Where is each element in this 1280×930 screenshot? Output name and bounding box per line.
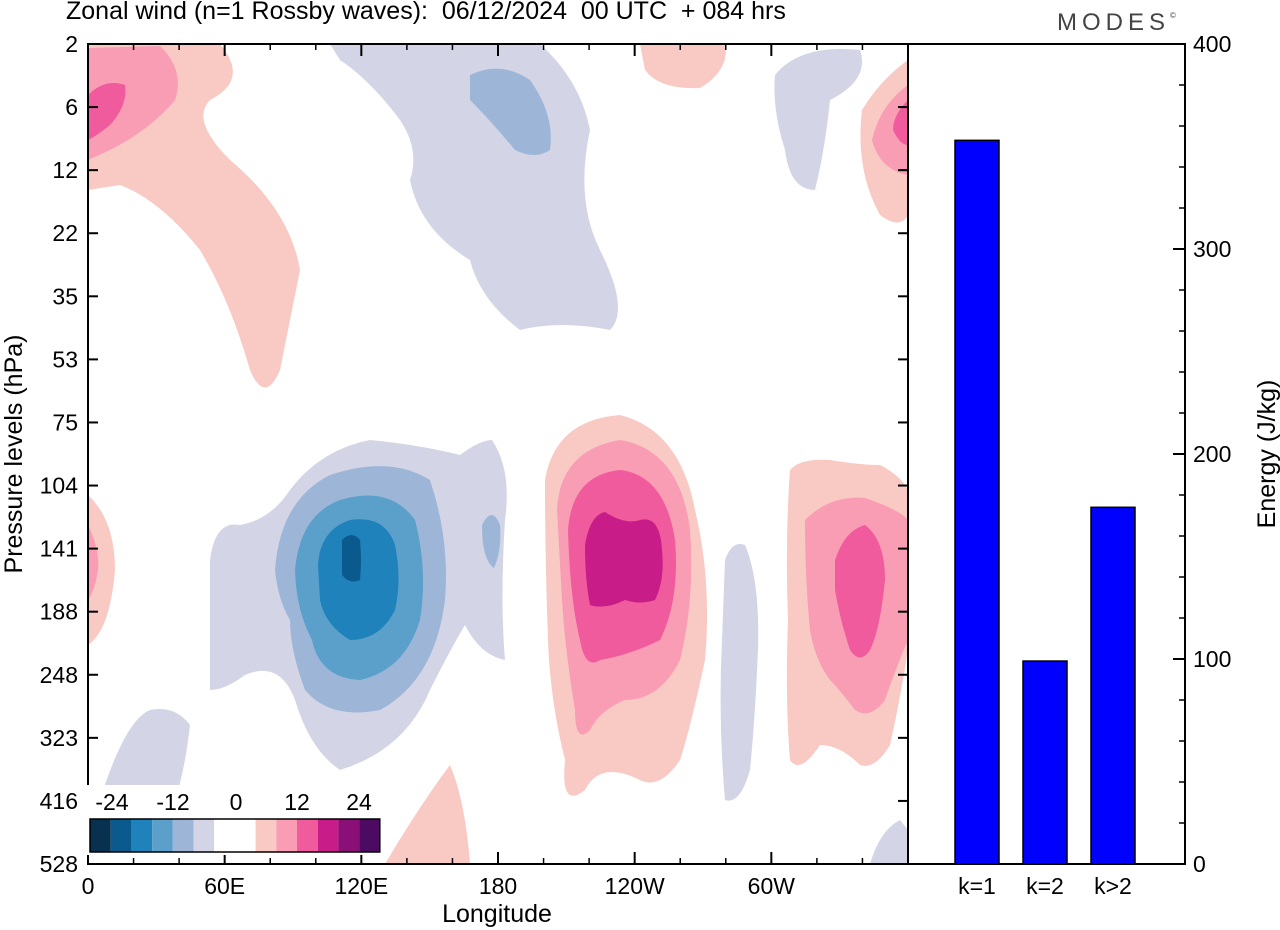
- colorbar-swatch: [317, 819, 339, 852]
- chart-title: Zonal wind (n=1 Rossby waves): 06/12/202…: [66, 0, 786, 25]
- pressure-tick-label: 528: [40, 851, 78, 877]
- longitude-tick-label: 180: [479, 873, 517, 899]
- energy-tick-label: 0: [1193, 851, 1206, 877]
- energy-axis-title: Energy (J/kg): [1253, 380, 1280, 529]
- contour-small-neg-175e: [482, 515, 501, 568]
- pressure-tick-label: 104: [40, 473, 79, 499]
- pressure-tick-label: 248: [40, 662, 78, 688]
- pressure-tick-label: 35: [52, 283, 78, 309]
- energy-bar: [1090, 506, 1136, 865]
- longitude-axis: 0 60E 120E 180 120W 60W: [82, 44, 864, 899]
- pressure-tick-label: 188: [40, 599, 78, 625]
- colorbar-swatch: [338, 819, 360, 852]
- pressure-tick-label: 6: [65, 94, 78, 120]
- colorbar-label: -24: [95, 789, 128, 815]
- contour-pos-30w-3: [835, 525, 885, 658]
- longitude-tick-label: 60W: [748, 873, 796, 899]
- bar-category-label: k>2: [1094, 873, 1132, 899]
- colorbar-outline: [89, 818, 381, 853]
- energy-tick-label: 400: [1193, 31, 1231, 57]
- pressure-tick-label: 323: [40, 725, 78, 751]
- contour-upper-neg-60w: [774, 49, 862, 191]
- contour-left-edge-pos-2: [88, 525, 99, 600]
- pressure-axis: 2 6 12 22 35 53 75 104 141 188 248 323 416 528: [40, 31, 908, 877]
- bar-category-axis: k=1 k=2 k>2: [958, 873, 1132, 899]
- pressure-tick-label: 53: [52, 346, 78, 372]
- colorbar-label: 24: [346, 789, 372, 815]
- energy-bars: [954, 139, 1136, 865]
- colorbar-swatch: [152, 819, 173, 852]
- colorbar-swatch: [214, 819, 235, 852]
- energy-bar: [954, 139, 1000, 865]
- brand-logo: MODES©: [1057, 9, 1176, 36]
- contour-lower-pos-165e: [385, 765, 470, 864]
- pressure-tick-label: 141: [40, 536, 78, 562]
- contour-left-edge-pos: [88, 495, 115, 645]
- contour-main-neg-5: [342, 535, 361, 582]
- colorbar-swatch: [131, 819, 153, 852]
- colorbar-swatch: [234, 819, 256, 852]
- contour-upper-pos-160w: [640, 44, 726, 89]
- contour-upper-mid-neg-2: [470, 68, 551, 155]
- contour-upper-left-pos-2: [88, 46, 178, 160]
- colorbar-swatch: [255, 819, 277, 852]
- contour-upper-left-pos-3: [88, 82, 126, 140]
- pressure-tick-label: 75: [52, 409, 78, 435]
- colorbar-label: 12: [284, 789, 310, 815]
- colorbar: -24 -12 0 12 24: [86, 785, 382, 855]
- colorbar-swatch: [110, 819, 132, 852]
- colorbar-label: -12: [156, 789, 189, 815]
- energy-tick-label: 100: [1193, 646, 1231, 672]
- longitude-tick-label: 120E: [334, 873, 388, 899]
- contour-map: [88, 44, 908, 864]
- colorbar-label: 0: [230, 789, 243, 815]
- colorbar-swatch: [193, 819, 215, 852]
- energy-tick-label: 300: [1193, 236, 1231, 262]
- longitude-tick-label: 0: [82, 873, 95, 899]
- bar-category-label: k=1: [958, 873, 996, 899]
- colorbar-swatch: [297, 819, 318, 852]
- colorbar-swatch: [172, 819, 194, 852]
- energy-axis: 0 100 200 300 400: [1173, 31, 1231, 877]
- longitude-axis-title: Longitude: [442, 900, 552, 928]
- energy-tick-label: 200: [1193, 441, 1231, 467]
- colorbar-swatch: [276, 819, 297, 852]
- pressure-tick-label: 416: [40, 788, 78, 814]
- contour-neg-column-75w: [720, 544, 759, 801]
- longitude-tick-label: 120W: [605, 873, 665, 899]
- colorbar-swatch: [90, 819, 111, 852]
- energy-bar: [1022, 660, 1068, 865]
- pressure-tick-label: 22: [52, 220, 78, 246]
- pressure-tick-label: 12: [52, 157, 78, 183]
- longitude-tick-label: 60E: [204, 873, 245, 899]
- contour-lower-right-neg: [870, 820, 908, 864]
- contour-upper-right-pos-3: [893, 100, 908, 145]
- colorbar-swatch: [359, 819, 380, 852]
- bar-category-label: k=2: [1026, 873, 1064, 899]
- contour-main-pos-4: [585, 512, 663, 607]
- pressure-tick-label: 2: [65, 31, 78, 57]
- pressure-axis-title: Pressure levels (hPa): [0, 335, 28, 574]
